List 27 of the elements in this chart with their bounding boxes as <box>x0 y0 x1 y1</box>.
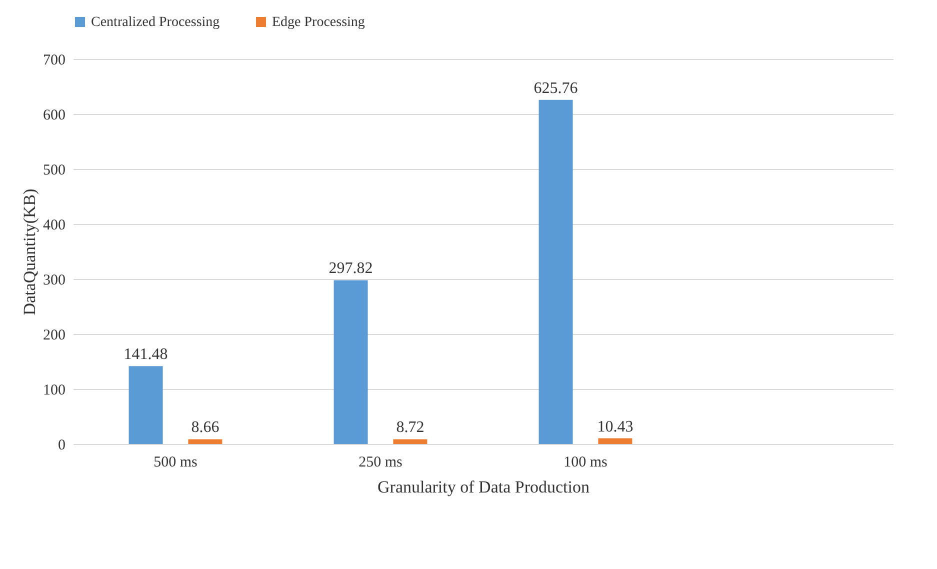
legend-label: Centralized Processing <box>91 15 220 30</box>
x-tick-label: 500 ms <box>154 454 198 470</box>
data-label: 141.48 <box>124 346 168 364</box>
y-tick-label: 300 <box>43 272 66 288</box>
bar <box>188 439 222 444</box>
y-tick-label: 100 <box>43 382 66 398</box>
x-tick-label: 100 ms <box>564 454 608 470</box>
y-tick-label: 700 <box>43 52 66 68</box>
x-tick-label: 250 ms <box>358 454 403 470</box>
bar <box>393 439 428 444</box>
y-tick-label: 600 <box>43 108 66 124</box>
y-tick-label: 500 <box>43 162 66 178</box>
y-tick-label: 400 <box>43 218 66 234</box>
data-label: 297.82 <box>328 260 373 278</box>
data-label: 8.72 <box>396 419 424 436</box>
y-axis-title: DataQuantity(KB) <box>20 188 39 316</box>
bar <box>538 100 573 444</box>
legend-label: Edge Processing <box>272 15 365 30</box>
y-tick-label: 200 <box>43 328 66 344</box>
data-label: 8.66 <box>191 419 220 436</box>
y-tick-label: 0 <box>58 438 66 454</box>
data-label: 625.76 <box>534 80 578 97</box>
bar <box>128 366 163 444</box>
bar <box>334 280 368 444</box>
x-axis-title: Granularity of Data Production <box>378 478 590 496</box>
bar <box>598 438 632 444</box>
data-label: 10.43 <box>597 418 634 436</box>
